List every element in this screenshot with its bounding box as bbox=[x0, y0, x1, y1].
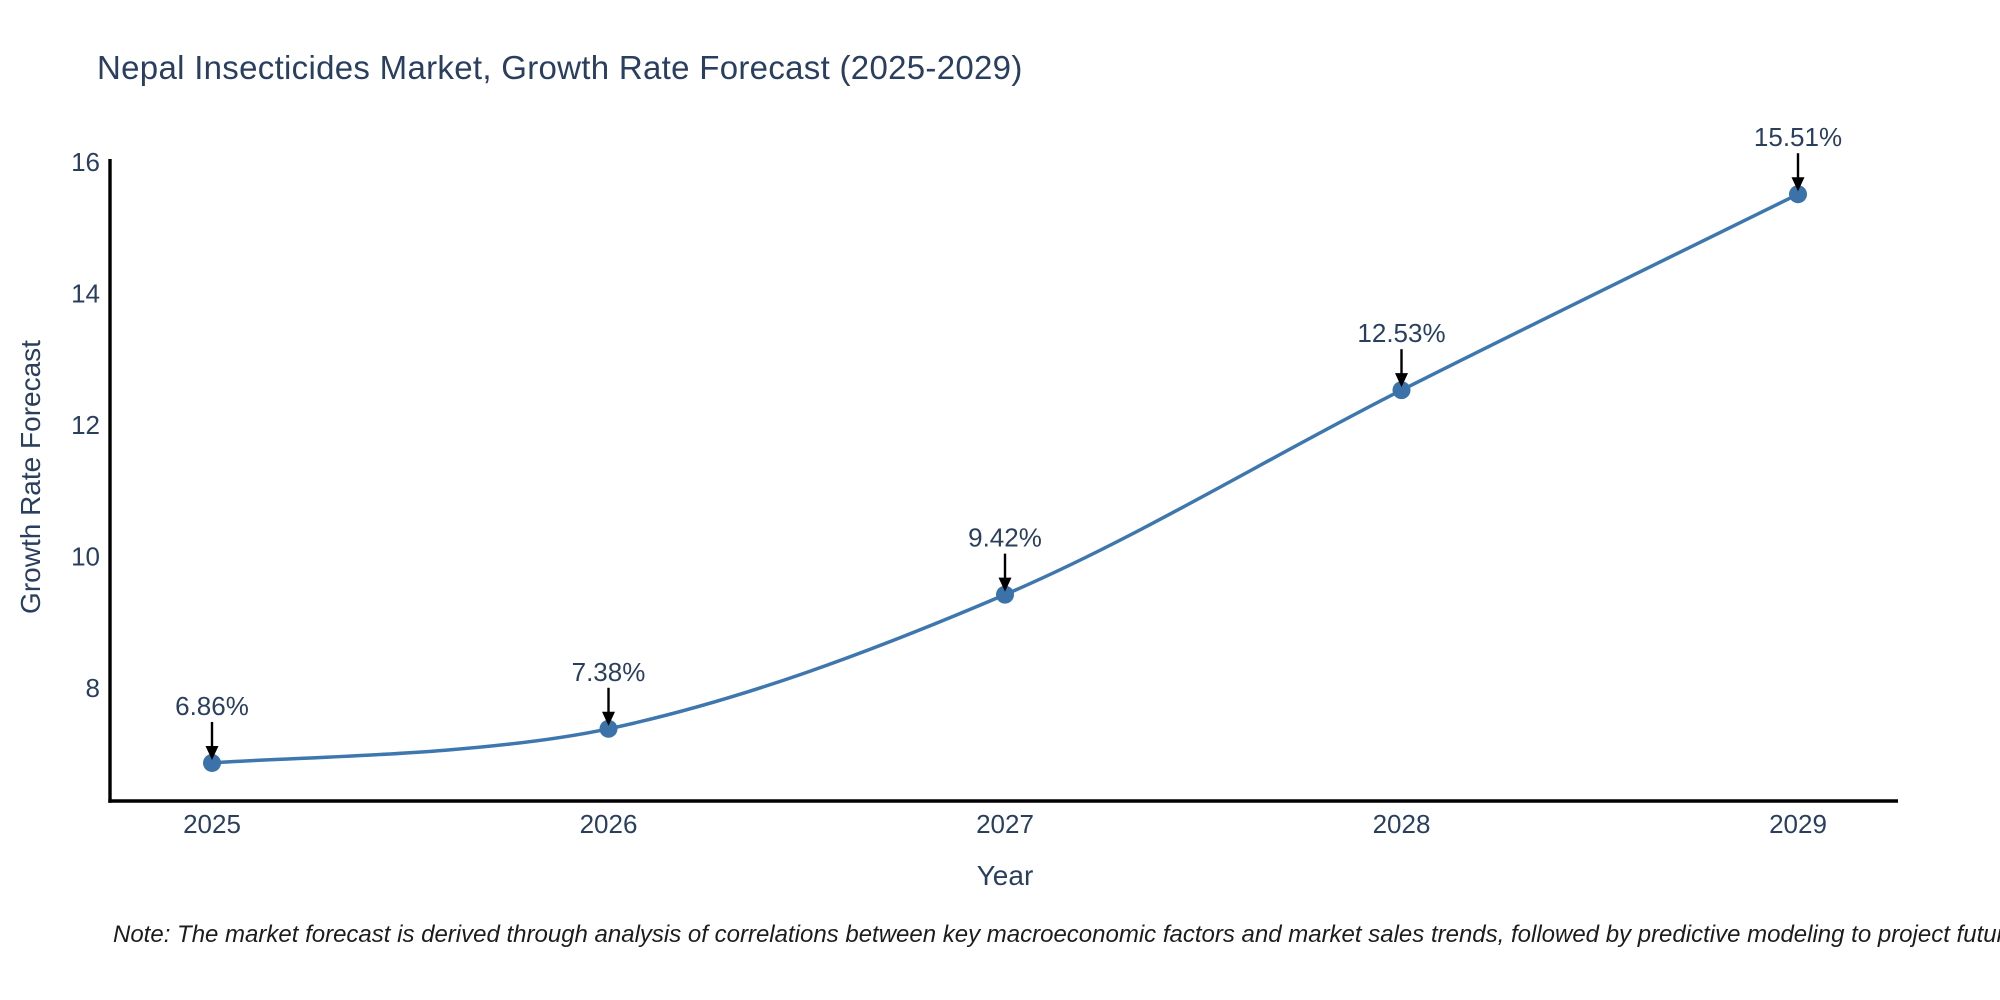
data-point-marker bbox=[599, 719, 618, 738]
x-axis-title: Year bbox=[977, 860, 1034, 891]
annotation-arrow-head bbox=[1791, 177, 1805, 192]
data-point-marker bbox=[996, 585, 1014, 604]
data-point-marker bbox=[203, 753, 221, 772]
y-tick-label: 16 bbox=[71, 147, 100, 177]
y-tick-label: 12 bbox=[71, 410, 100, 440]
data-point-marker bbox=[1392, 381, 1411, 400]
annotation-arrow-head bbox=[998, 577, 1012, 592]
data-point-marker bbox=[1789, 185, 1807, 204]
x-tick-label: 2026 bbox=[580, 809, 638, 839]
annotation-label: 7.38% bbox=[572, 657, 646, 687]
footnote: Note: The market forecast is derived thr… bbox=[113, 921, 2000, 948]
annotation-label: 9.42% bbox=[968, 523, 1042, 553]
y-tick-label: 10 bbox=[71, 542, 100, 572]
annotation-arrow-head bbox=[205, 745, 219, 760]
y-tick-label: 14 bbox=[71, 279, 100, 309]
y-axis-title: Growth Rate Forecast bbox=[15, 340, 46, 614]
y-tick-label: 8 bbox=[86, 673, 100, 703]
annotation-label: 6.86% bbox=[175, 691, 249, 721]
annotation-label: 15.51% bbox=[1754, 122, 1842, 152]
x-tick-label: 2025 bbox=[183, 809, 241, 839]
annotation-arrow-head bbox=[1395, 373, 1408, 388]
x-tick-label: 2027 bbox=[976, 809, 1034, 839]
series-line bbox=[210, 192, 1800, 765]
chart-title: Nepal Insecticides Market, Growth Rate F… bbox=[97, 49, 1023, 86]
x-tick-label: 2028 bbox=[1373, 809, 1431, 839]
annotation-label: 12.53% bbox=[1357, 318, 1445, 348]
x-tick-label: 2029 bbox=[1769, 809, 1827, 839]
annotation-arrow-head bbox=[602, 711, 615, 726]
